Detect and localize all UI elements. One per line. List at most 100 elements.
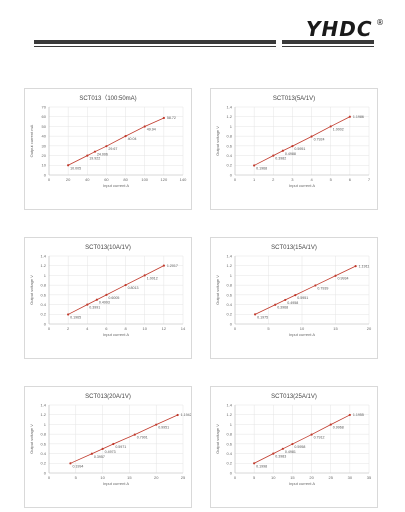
logo-graphic: YHDC ® bbox=[306, 17, 384, 41]
data-point bbox=[162, 116, 165, 120]
registered-mark: ® bbox=[376, 18, 384, 27]
x-axis-label: Input current A bbox=[103, 183, 129, 188]
x-tick-label: 20 bbox=[367, 326, 372, 331]
x-tick-label: 120 bbox=[161, 177, 168, 182]
data-label: 1.0012 bbox=[147, 276, 158, 280]
y-tick-label: 0.2 bbox=[226, 312, 232, 317]
data-point bbox=[95, 298, 98, 301]
data-point bbox=[86, 303, 89, 306]
data-label: 0.1998 bbox=[256, 464, 267, 468]
y-tick-label: 0.6 bbox=[40, 441, 46, 446]
data-point bbox=[143, 125, 146, 128]
y-tick-label: 0.6 bbox=[226, 143, 232, 148]
data-label: 0.4981 bbox=[285, 450, 296, 454]
data-point bbox=[272, 452, 275, 455]
data-point bbox=[291, 442, 294, 446]
data-point bbox=[284, 298, 287, 302]
y-tick-label: 0 bbox=[230, 172, 233, 177]
y-tick-label: 10 bbox=[42, 163, 47, 168]
x-tick-label: 0 bbox=[48, 177, 51, 182]
y-axis-label: Output voltage V bbox=[215, 275, 220, 305]
chart-svg: SCT013(5A/1V) 0 0.2 0.4 0.6 0.8 1 1.2 1.4 0 1 2 3 4 5 6… bbox=[215, 96, 371, 188]
x-tick-label: 15 bbox=[333, 326, 338, 331]
data-point bbox=[274, 303, 277, 306]
x-tick-label: 0 bbox=[48, 475, 51, 480]
chart-svg: SCT013(20A/1V) 0 0.2 0.4 0.6 0.8 1 1.2 1.4 0 5 10 15… bbox=[29, 394, 191, 486]
y-tick-label: 1 bbox=[44, 273, 47, 278]
data-label: 0.7939 bbox=[317, 286, 328, 290]
data-label: 0.4993 bbox=[99, 301, 110, 305]
chart-panel-5a-1v: SCT013(5A/1V) 0 0.2 0.4 0.6 0.8 1 1.2 1.4 0 1 2 3 4 5 6… bbox=[210, 88, 378, 210]
data-label: 24.006 bbox=[97, 153, 108, 157]
x-tick-label: 6 bbox=[105, 326, 108, 331]
data-label: 1.1955 bbox=[353, 413, 364, 417]
data-label: 0.7912 bbox=[314, 436, 325, 440]
chart-title: SCT013(20A/1V) bbox=[85, 394, 131, 400]
x-tick-label: 8 bbox=[124, 326, 127, 331]
data-label: 0.3983 bbox=[275, 455, 286, 459]
y-tick-label: 1.4 bbox=[40, 402, 46, 407]
x-tick-label: 5 bbox=[75, 475, 78, 480]
data-label: 0.4958 bbox=[287, 301, 298, 305]
data-label: 0.4988 bbox=[285, 152, 296, 156]
data-label: 1.2017 bbox=[167, 264, 178, 268]
data-label: 0.3991 bbox=[89, 306, 100, 310]
y-tick-label: 0.8 bbox=[226, 283, 232, 288]
x-tick-label: 0 bbox=[234, 326, 237, 331]
data-point bbox=[348, 115, 351, 118]
y-axis-label: Output current mA bbox=[29, 124, 34, 157]
data-point bbox=[272, 154, 275, 157]
y-tick-label: 0.8 bbox=[40, 432, 46, 437]
chart-svg: SCT013（100:50mA) 0 10 20 30 40 50 60 70 0 20 40 60 80… bbox=[29, 95, 187, 188]
data-point bbox=[334, 274, 337, 277]
y-tick-label: 0 bbox=[44, 172, 47, 177]
chart-title: SCT013(5A/1V) bbox=[273, 96, 315, 102]
x-tick-label: 10 bbox=[100, 475, 105, 480]
chart-title: SCT013(10A/1V) bbox=[85, 245, 131, 251]
x-tick-label: 4 bbox=[310, 177, 313, 182]
data-label: 1.0002 bbox=[333, 127, 344, 131]
y-tick-label: 0 bbox=[44, 470, 47, 475]
data-label: 0.7924 bbox=[314, 138, 325, 142]
y-tick-label: 0.2 bbox=[226, 461, 232, 466]
data-label: 19.922 bbox=[89, 157, 100, 161]
data-point bbox=[253, 462, 256, 465]
data-point bbox=[291, 144, 294, 148]
x-tick-label: 5 bbox=[330, 177, 333, 182]
chart-panel-100-50ma: SCT013（100:50mA) 0 10 20 30 40 50 60 70 0 20 40 60 80… bbox=[24, 88, 192, 210]
y-tick-label: 1.4 bbox=[226, 253, 232, 258]
y-tick-label: 1 bbox=[44, 422, 47, 427]
data-label: 1.1911 bbox=[359, 264, 370, 268]
x-axis-label: Input current A bbox=[289, 332, 315, 337]
chart-title: SCT013（100:50mA) bbox=[79, 95, 136, 102]
y-tick-label: 0.4 bbox=[226, 302, 232, 307]
y-tick-label: 1 bbox=[230, 273, 233, 278]
y-tick-label: 0.6 bbox=[226, 441, 232, 446]
x-tick-label: 0 bbox=[48, 326, 51, 331]
chart-svg: SCT013(10A/1V) 0 0.2 0.4 0.6 0.8 1 1.2 1.4 0 2 4 6 8 1… bbox=[29, 245, 186, 337]
series-line bbox=[253, 116, 351, 166]
y-tick-label: 0.2 bbox=[40, 461, 46, 466]
y-tick-label: 1.2 bbox=[40, 263, 46, 268]
data-label: 49.94 bbox=[147, 127, 156, 131]
data-point bbox=[69, 462, 72, 465]
x-tick-label: 2 bbox=[67, 326, 70, 331]
data-point bbox=[354, 265, 357, 268]
x-tick-label: 7 bbox=[368, 177, 371, 182]
data-point bbox=[329, 125, 332, 128]
x-tick-label: 20 bbox=[309, 475, 314, 480]
x-tick-label: 14 bbox=[181, 326, 186, 331]
data-point bbox=[133, 433, 136, 436]
x-axis-label: Input current A bbox=[103, 481, 129, 486]
series-line bbox=[254, 265, 356, 315]
y-tick-label: 0.2 bbox=[40, 312, 46, 317]
data-label: 0.1994 bbox=[72, 464, 83, 468]
data-point bbox=[176, 413, 179, 417]
y-axis-label: Output voltage V bbox=[29, 275, 34, 305]
header-thin-rule-left bbox=[34, 46, 276, 47]
y-tick-label: 50 bbox=[42, 124, 47, 129]
x-tick-label: 20 bbox=[66, 177, 71, 182]
data-label: 0.4973 bbox=[105, 450, 116, 454]
x-tick-label: 5 bbox=[253, 475, 256, 480]
y-tick-label: 1.2 bbox=[40, 412, 46, 417]
